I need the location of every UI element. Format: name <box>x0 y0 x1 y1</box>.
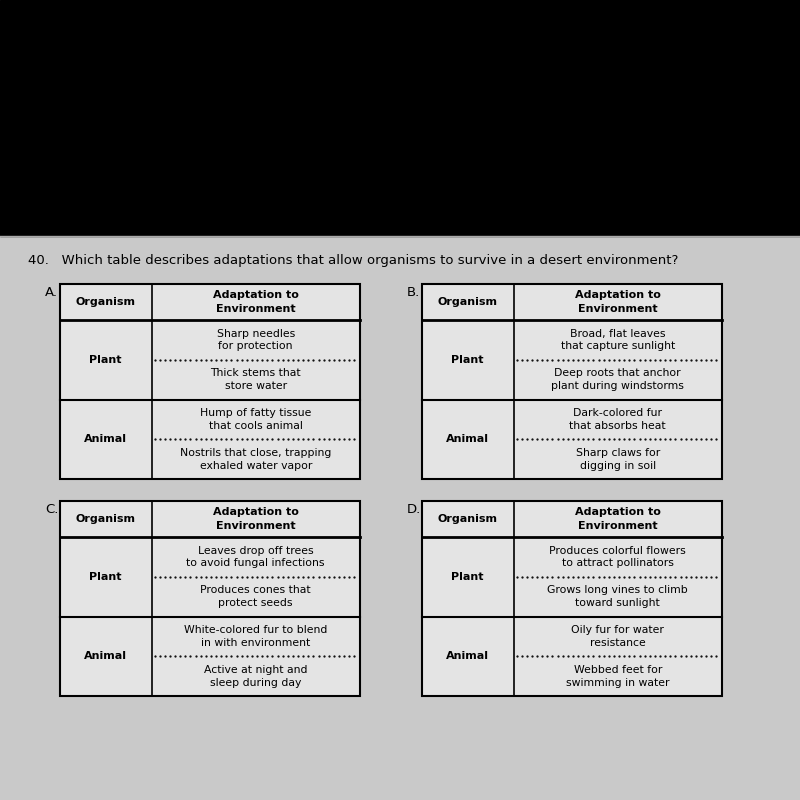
Text: Webbed feet for
swimming in water: Webbed feet for swimming in water <box>566 665 670 687</box>
Bar <box>422 284 722 479</box>
Text: Active at night and
sleep during day: Active at night and sleep during day <box>204 665 307 687</box>
Text: Oily fur for water
resistance: Oily fur for water resistance <box>571 625 664 648</box>
Text: Thick stems that
store water: Thick stems that store water <box>210 368 301 391</box>
Text: Animal: Animal <box>446 651 490 662</box>
Text: Adaptation to
Environment: Adaptation to Environment <box>575 507 661 530</box>
Bar <box>60 501 360 696</box>
Text: Dark-colored fur
that absorbs heat: Dark-colored fur that absorbs heat <box>570 408 666 431</box>
Text: Animal: Animal <box>446 434 490 444</box>
Text: Adaptation to
Environment: Adaptation to Environment <box>213 507 298 530</box>
Text: Plant: Plant <box>451 355 484 365</box>
Text: Produces colorful flowers
to attract pollinators: Produces colorful flowers to attract pol… <box>550 546 686 568</box>
Text: Organism: Organism <box>438 297 498 307</box>
Bar <box>60 284 360 479</box>
Text: Nostrils that close, trapping
exhaled water vapor: Nostrils that close, trapping exhaled wa… <box>180 448 331 470</box>
Text: Organism: Organism <box>76 297 136 307</box>
Text: Adaptation to
Environment: Adaptation to Environment <box>575 290 661 314</box>
Text: Produces cones that
protect seeds: Produces cones that protect seeds <box>201 586 311 608</box>
Text: Plant: Plant <box>90 355 122 365</box>
Bar <box>60 284 360 479</box>
Text: Plant: Plant <box>90 572 122 582</box>
Text: Plant: Plant <box>451 572 484 582</box>
Text: 40.   Which table describes adaptations that allow organisms to survive in a des: 40. Which table describes adaptations th… <box>28 254 678 267</box>
Text: Deep roots that anchor
plant during windstorms: Deep roots that anchor plant during wind… <box>551 368 684 391</box>
Text: Animal: Animal <box>84 651 127 662</box>
Text: White-colored fur to blend
in with environment: White-colored fur to blend in with envir… <box>184 625 327 648</box>
Text: B.: B. <box>407 286 420 299</box>
Bar <box>422 501 722 696</box>
Text: Broad, flat leaves
that capture sunlight: Broad, flat leaves that capture sunlight <box>561 329 675 351</box>
Text: A.: A. <box>45 286 58 299</box>
Text: C.: C. <box>45 503 58 516</box>
Text: Sharp claws for
digging in soil: Sharp claws for digging in soil <box>576 448 660 470</box>
Bar <box>422 284 722 479</box>
Text: Organism: Organism <box>76 514 136 524</box>
Text: Sharp needles
for protection: Sharp needles for protection <box>217 329 295 351</box>
Text: D.: D. <box>407 503 422 516</box>
Bar <box>0 0 800 236</box>
Bar <box>60 501 360 696</box>
Text: Organism: Organism <box>438 514 498 524</box>
Text: Hump of fatty tissue
that cools animal: Hump of fatty tissue that cools animal <box>200 408 311 431</box>
Bar <box>422 501 722 696</box>
Text: Adaptation to
Environment: Adaptation to Environment <box>213 290 298 314</box>
Text: Grows long vines to climb
toward sunlight: Grows long vines to climb toward sunligh… <box>547 586 688 608</box>
Text: Animal: Animal <box>84 434 127 444</box>
Text: Leaves drop off trees
to avoid fungal infections: Leaves drop off trees to avoid fungal in… <box>186 546 325 568</box>
